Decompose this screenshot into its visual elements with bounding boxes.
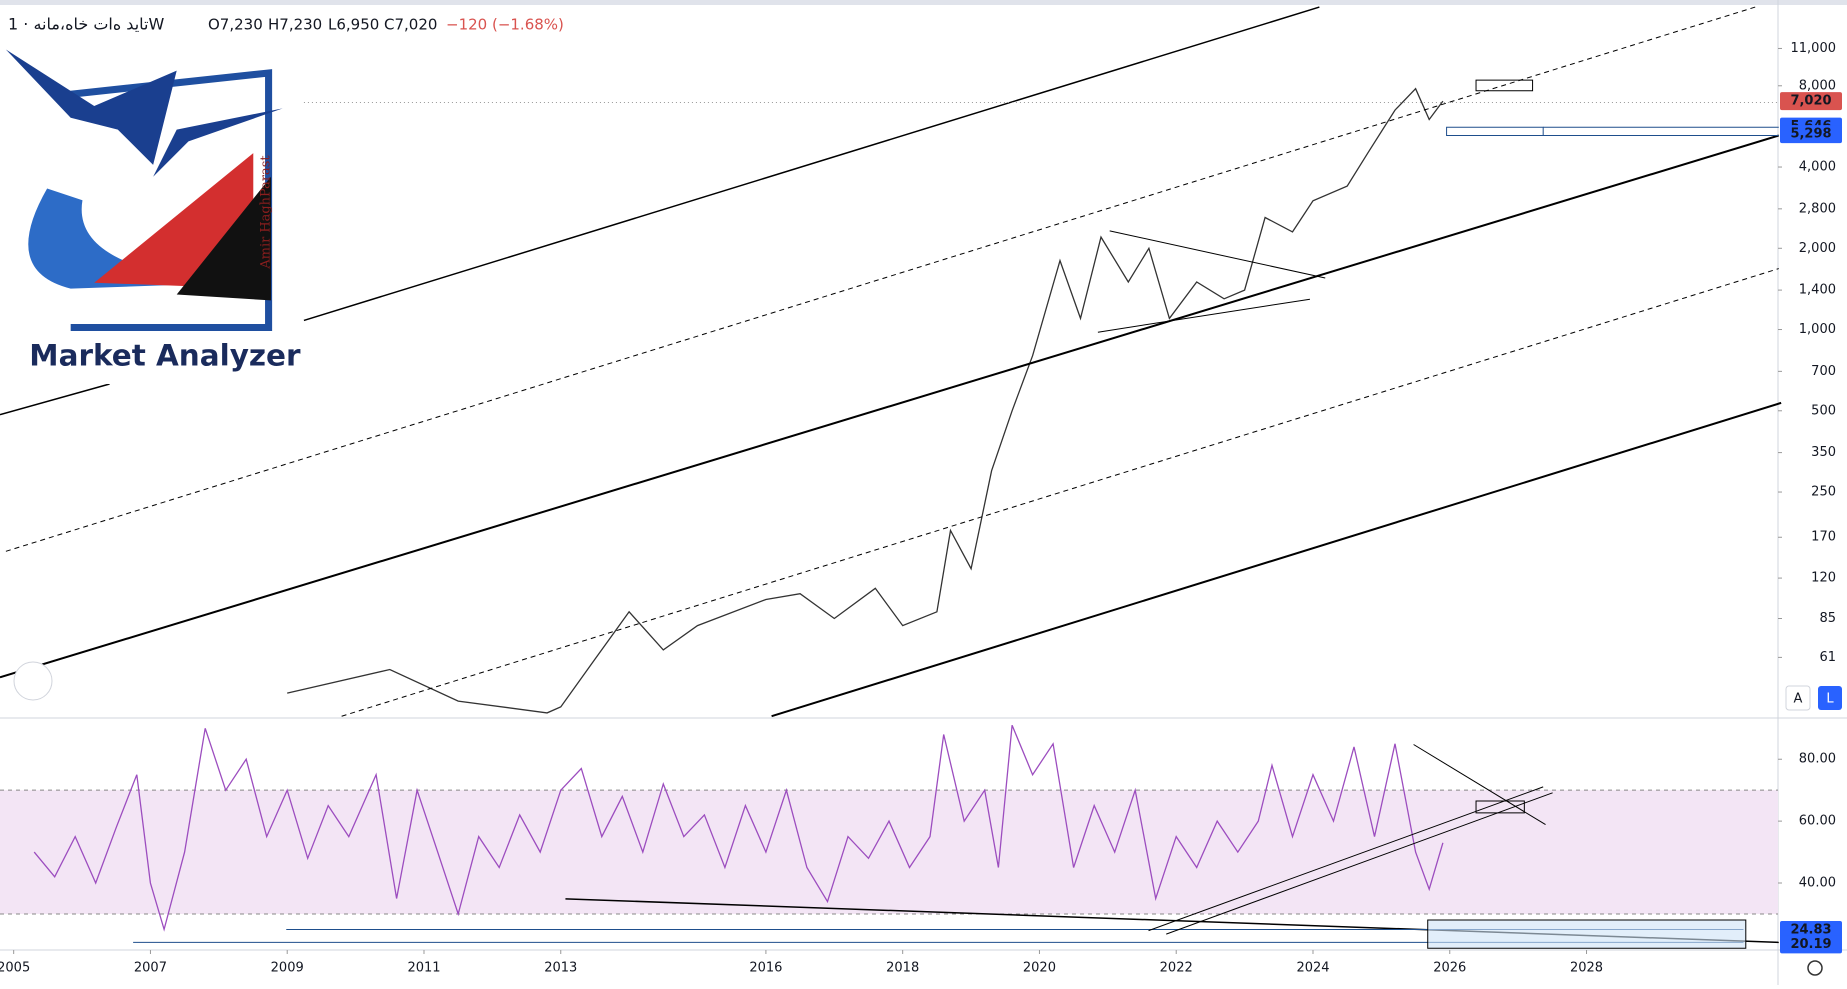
x-tick-label: 2026 bbox=[1433, 961, 1466, 976]
settings-icon[interactable] bbox=[1807, 960, 1823, 976]
logo-swoosh bbox=[176, 176, 271, 301]
top-bar bbox=[0, 0, 1847, 5]
y-tick-label: 2,000 bbox=[1799, 241, 1836, 256]
series-line bbox=[33, 724, 1444, 932]
logo-wing bbox=[153, 108, 283, 177]
y-tick-label: 1,400 bbox=[1799, 283, 1836, 298]
trend-line bbox=[0, 135, 1779, 677]
logo-wing bbox=[5, 49, 177, 165]
y-tick-label: 40.00 bbox=[1799, 876, 1836, 891]
price-tag bbox=[1780, 920, 1842, 939]
price-tag-label: 20.19 bbox=[1790, 937, 1831, 952]
box bbox=[1447, 127, 1544, 135]
legend: تاید ەات خاه،مانه · 1W O7,230 H7,230 L6,… bbox=[8, 15, 564, 34]
box bbox=[1476, 80, 1533, 91]
close: C7,020 bbox=[384, 16, 437, 34]
tv-logo[interactable] bbox=[13, 661, 53, 701]
x-tick-label: 2007 bbox=[134, 961, 167, 976]
box bbox=[1476, 801, 1524, 813]
auto-button[interactable] bbox=[1785, 685, 1811, 711]
log-label: L bbox=[1826, 692, 1834, 707]
series-line bbox=[287, 87, 1444, 714]
logo-swoosh bbox=[28, 188, 236, 289]
y-tick-label: 120 bbox=[1811, 571, 1836, 586]
price-tag bbox=[1780, 92, 1842, 111]
rsi-band bbox=[0, 790, 1778, 914]
trend-line bbox=[304, 7, 1319, 320]
plot-area: 11,000 8,000 4,000 2,800 2,000 1,400 1,000 700 5… bbox=[0, 41, 1842, 976]
logo: Amir HaghParast Market Analyzer bbox=[5, 44, 301, 385]
logo-title: Market Analyzer bbox=[29, 338, 301, 372]
trend-line bbox=[342, 269, 1779, 717]
y-tick-label: 80.00 bbox=[1799, 752, 1836, 767]
y-tick-label: 170 bbox=[1811, 530, 1836, 545]
x-tick-label: 2005 bbox=[0, 961, 30, 976]
high: H7,230 bbox=[268, 16, 322, 34]
x-tick-label: 2024 bbox=[1296, 961, 1329, 976]
y-tick-label: 250 bbox=[1811, 485, 1836, 500]
y-tick-label: 4,000 bbox=[1799, 160, 1836, 175]
x-tick-label: 2028 bbox=[1570, 961, 1603, 976]
change: −120 (−1.68%) bbox=[446, 16, 564, 34]
y-tick-label: 61 bbox=[1819, 650, 1836, 665]
box bbox=[1428, 920, 1746, 948]
x-tick-label: 2013 bbox=[544, 961, 577, 976]
auto-label: A bbox=[1794, 692, 1803, 707]
drawings bbox=[0, 7, 1781, 948]
y-tick-label: 8,000 bbox=[1799, 78, 1836, 93]
rsi-trend bbox=[1414, 744, 1546, 824]
rsi-trend bbox=[1149, 787, 1544, 931]
y-tick-label: 700 bbox=[1811, 364, 1836, 379]
x-tick-label: 2022 bbox=[1160, 961, 1193, 976]
log-button[interactable] bbox=[1818, 686, 1842, 710]
y-tick-label: 350 bbox=[1811, 445, 1836, 460]
price-tag-label: 5,298 bbox=[1790, 127, 1831, 142]
x-tick-label: 2018 bbox=[886, 961, 919, 976]
y-tick-label: 85 bbox=[1819, 611, 1836, 626]
price-tag bbox=[1780, 935, 1842, 954]
y-tick-label: 11,000 bbox=[1791, 41, 1837, 56]
rsi-trend bbox=[1166, 793, 1552, 934]
low: L6,950 bbox=[328, 16, 379, 34]
triangle-line bbox=[1098, 299, 1310, 332]
price-tag-label: 24.83 bbox=[1790, 922, 1831, 937]
x-tick-label: 2009 bbox=[271, 961, 304, 976]
y-tick-label: 1,000 bbox=[1799, 322, 1836, 337]
triangle-line bbox=[1110, 231, 1326, 278]
price-tag bbox=[1780, 125, 1842, 144]
trend-line bbox=[772, 403, 1782, 716]
y-tick-label: 2,800 bbox=[1799, 201, 1836, 216]
symbol: تاید ەات خاه،مانه · 1W bbox=[8, 15, 164, 34]
x-tick-label: 2016 bbox=[749, 961, 782, 976]
y-tick-label: 60.00 bbox=[1799, 814, 1836, 829]
open: O7,230 bbox=[208, 16, 263, 34]
trend-line bbox=[0, 384, 110, 415]
logo-author: Amir HaghParast bbox=[259, 155, 274, 270]
x-tick-label: 2020 bbox=[1023, 961, 1056, 976]
x-tick-label: 2011 bbox=[407, 961, 440, 976]
y-tick-label: 500 bbox=[1811, 403, 1836, 418]
price-tag-label: 7,020 bbox=[1790, 94, 1831, 109]
